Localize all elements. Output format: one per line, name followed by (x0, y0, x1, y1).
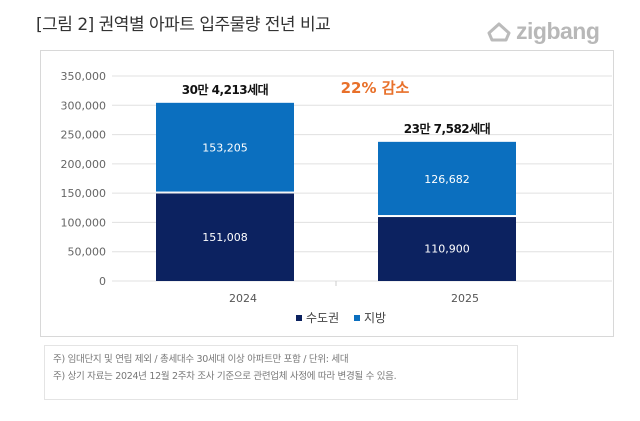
y-tick-label: 0 (99, 275, 106, 288)
y-tick-label: 100,000 (61, 216, 107, 229)
legend-label: 수도권 (306, 311, 339, 325)
annotation: 22% 감소 (341, 79, 410, 97)
y-tick-label: 350,000 (61, 70, 107, 83)
y-tick-label: 250,000 (61, 129, 107, 142)
bar-segment-지방 (378, 141, 516, 216)
total-label: 30만 4,213세대 (182, 82, 269, 97)
x-tick-label: 2024 (229, 292, 257, 305)
notes-box: 주) 임대단지 및 연립 제외 / 총세대수 30세대 이상 아파트만 포함 /… (44, 345, 518, 400)
legend-label: 지방 (364, 311, 386, 325)
y-tick-label: 150,000 (61, 187, 107, 200)
legend-swatch-수도권 (296, 315, 302, 321)
x-tick-label: 2025 (451, 292, 479, 305)
zigbang-logo: zigbang (486, 18, 600, 45)
data-label: 110,900 (424, 243, 470, 256)
bar-segment-수도권 (378, 217, 516, 281)
bar-segment-지방 (156, 102, 294, 192)
y-tick-label: 200,000 (61, 158, 107, 171)
bar-segment-수도권 (156, 193, 294, 281)
data-label: 151,008 (202, 231, 248, 244)
legend-swatch-지방 (354, 315, 360, 321)
data-label: 153,205 (202, 142, 248, 155)
chart-frame (40, 50, 614, 337)
data-label: 126,682 (424, 173, 470, 186)
total-label: 23만 7,582세대 (404, 121, 491, 136)
zigbang-logo-icon (487, 22, 511, 41)
logo-text: zigbang (516, 18, 600, 44)
note-line: 주) 상기 자료는 2024년 12월 2주차 조사 기준으로 관련업체 사정에… (53, 371, 397, 382)
y-tick-label: 300,000 (61, 99, 107, 112)
note-line: 주) 임대단지 및 연립 제외 / 총세대수 30세대 이상 아파트만 포함 /… (53, 354, 349, 365)
page-title: [그림 2] 권역별 아파트 입주물량 전년 비교 (36, 15, 331, 35)
y-tick-label: 50,000 (68, 246, 107, 259)
